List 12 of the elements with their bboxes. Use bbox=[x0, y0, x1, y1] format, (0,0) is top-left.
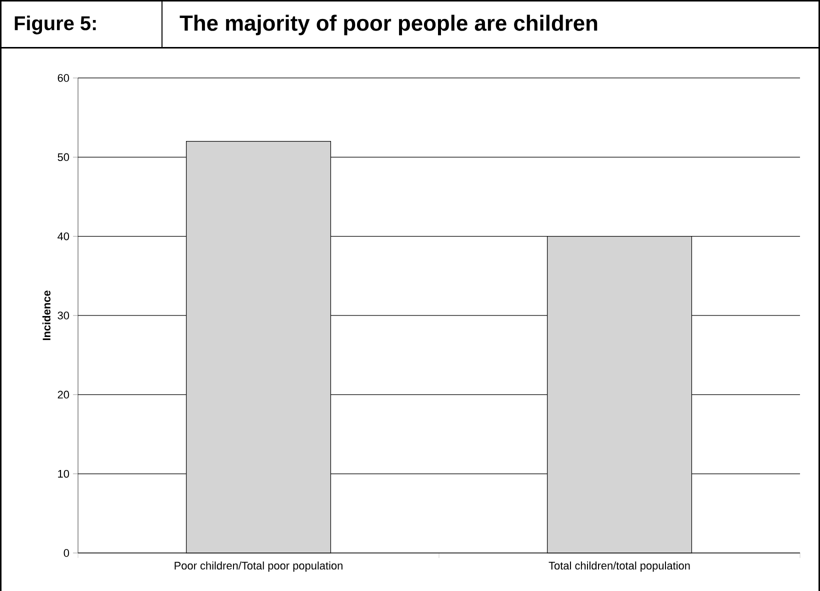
y-tick-label: 0 bbox=[64, 549, 70, 557]
x-tick-label: Total children/total population bbox=[548, 562, 690, 572]
y-tick-label: 40 bbox=[58, 232, 70, 240]
y-tick-label: 20 bbox=[58, 390, 70, 399]
y-tick-label: 30 bbox=[58, 312, 70, 320]
chart-title: The majority of poor people are children bbox=[180, 14, 598, 36]
x-tick-label: Poor children/Total poor population bbox=[174, 562, 342, 572]
y-tick-label: 10 bbox=[58, 470, 70, 478]
y-tick-label: 60 bbox=[58, 74, 70, 82]
y-axis-title: Incidence bbox=[42, 290, 50, 340]
y-tick-label: 50 bbox=[58, 153, 70, 162]
caption: Figure 5: bbox=[14, 16, 96, 34]
